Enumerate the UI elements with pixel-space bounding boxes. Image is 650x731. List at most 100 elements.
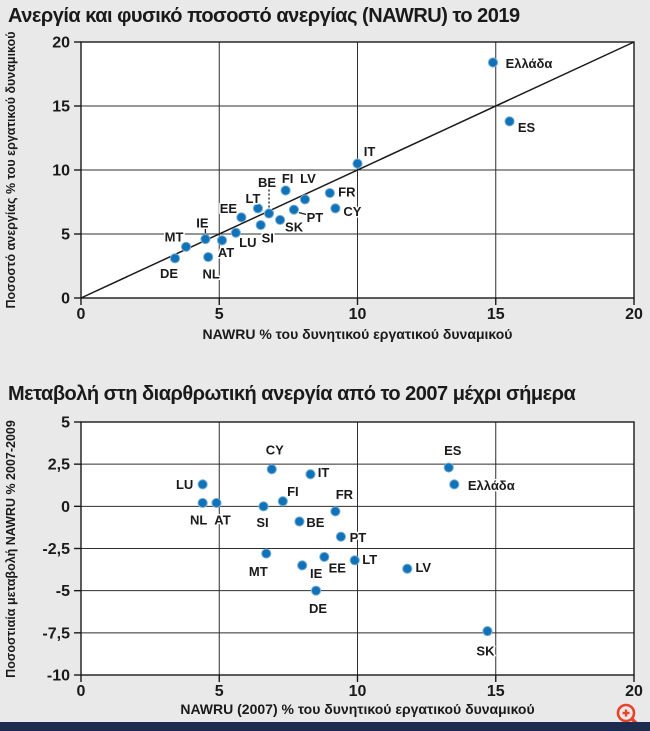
point-label-LT: LT bbox=[245, 191, 260, 206]
y-tick-label: 5 bbox=[61, 227, 70, 244]
data-point-AT bbox=[216, 235, 228, 246]
data-point-Ελλάδα bbox=[487, 57, 499, 68]
point-label-MT: MT bbox=[165, 229, 184, 244]
chart1-y-axis-label-wrap: Ποσοστό ανεργίας % του εργατικού δυναμικ… bbox=[0, 31, 22, 308]
y-tick-label: 10 bbox=[52, 163, 70, 180]
x-tick-label: 5 bbox=[215, 683, 224, 700]
y-tick-label: 0 bbox=[61, 291, 70, 308]
bottom-bar bbox=[0, 722, 650, 731]
point-label-FR: FR bbox=[338, 185, 356, 200]
point-label-PT: PT bbox=[350, 530, 367, 545]
point-label-IE: IE bbox=[310, 566, 323, 581]
point-label-SK: SK bbox=[285, 219, 304, 234]
data-point-SK bbox=[274, 214, 286, 226]
chart1-y-axis-label: Ποσοστό ανεργίας % του εργατικού δυναμικ… bbox=[4, 31, 18, 309]
point-label-NL: NL bbox=[203, 267, 220, 282]
data-point-NL bbox=[203, 251, 214, 263]
data-point-BE bbox=[294, 516, 305, 527]
data-point-LV bbox=[402, 563, 413, 574]
data-point-FR bbox=[330, 506, 341, 517]
point-label-DE: DE bbox=[160, 266, 178, 281]
point-label-SI: SI bbox=[256, 515, 268, 530]
data-point-LT bbox=[252, 203, 264, 214]
data-point-DE bbox=[169, 253, 181, 264]
y-tick-label: 15 bbox=[52, 99, 70, 116]
data-point-EE bbox=[236, 212, 247, 223]
data-point-MT bbox=[261, 548, 272, 559]
data-point-LU bbox=[230, 227, 241, 238]
data-point-IE bbox=[200, 234, 211, 245]
point-label-BE: BE bbox=[258, 175, 276, 190]
data-point-IT bbox=[352, 158, 363, 169]
x-tick-label: 0 bbox=[77, 683, 86, 700]
data-point-CY bbox=[330, 203, 341, 214]
y-tick-label: 5 bbox=[61, 415, 70, 432]
point-label-IT: IT bbox=[318, 465, 330, 480]
data-point-NL bbox=[197, 497, 208, 509]
point-label-NL: NL bbox=[190, 512, 207, 527]
point-label-LU: LU bbox=[239, 235, 256, 250]
point-label-CY: CY bbox=[266, 443, 284, 458]
point-label-PT: PT bbox=[307, 210, 324, 225]
y-tick-label: -5 bbox=[56, 583, 70, 600]
data-point-LV bbox=[299, 194, 311, 205]
chart2-title: Μεταβολή στη διαρθρωτική ανεργία από το … bbox=[8, 383, 576, 405]
x-tick-label: 15 bbox=[487, 683, 505, 700]
y-tick-label: 20 bbox=[52, 35, 70, 52]
point-label-FR: FR bbox=[336, 487, 354, 502]
point-label-LV: LV bbox=[300, 171, 316, 186]
data-point-IT bbox=[305, 469, 316, 480]
data-point-FR bbox=[324, 187, 335, 199]
point-label-AT: AT bbox=[214, 512, 230, 527]
point-label-LU: LU bbox=[176, 477, 193, 492]
point-label-EE: EE bbox=[329, 560, 347, 575]
chart1-x-axis-label: NAWRU % του δυνητικού εργατικού δυναμικο… bbox=[202, 326, 513, 342]
scatter-chart-nawru-2019: 0 5 10 15 20 0 5 10 15 20 DE MT IE NL AT LU EE LT SI BE SK FI… bbox=[52, 35, 643, 324]
chart1-title: Ανεργία και φυσικό ποσοστό ανεργίας (NAW… bbox=[8, 5, 520, 27]
data-point-EE bbox=[319, 551, 330, 563]
x-tick-label: 20 bbox=[625, 306, 643, 323]
y-tick-label: -10 bbox=[47, 668, 70, 685]
plot-frame bbox=[80, 41, 635, 299]
x-tick-label: 10 bbox=[349, 683, 367, 700]
data-point-IE bbox=[297, 560, 308, 571]
chart2-x-axis-label: NAWRU (2007) % του δυνητικού εργατικού δ… bbox=[180, 701, 535, 717]
data-point-AT bbox=[211, 497, 222, 509]
data-point-BE bbox=[263, 208, 275, 219]
y-tick-label: -7,5 bbox=[42, 625, 70, 642]
y-tick-label: 2,5 bbox=[48, 457, 70, 474]
data-point-FI bbox=[277, 496, 288, 507]
data-point-PT bbox=[288, 204, 300, 215]
point-label-Ελλάδα: Ελλάδα bbox=[468, 478, 515, 493]
plot-frame bbox=[80, 421, 635, 676]
point-label-CY: CY bbox=[343, 204, 361, 219]
point-label-ES: ES bbox=[518, 120, 536, 135]
point-label-EE: EE bbox=[220, 201, 238, 216]
data-point-SI bbox=[255, 219, 266, 231]
chart2-y-axis-label-wrap: Ποσοστιαία μεταβολή NAWRU % 2007-2009 bbox=[0, 419, 22, 678]
data-point-LU bbox=[197, 479, 208, 490]
x-tick-label: 5 bbox=[215, 306, 224, 323]
data-point-SK bbox=[482, 626, 493, 637]
data-point-MT bbox=[180, 241, 192, 252]
data-point-PT bbox=[335, 531, 347, 542]
data-point-LT bbox=[349, 555, 360, 566]
point-label-SK: SK bbox=[476, 644, 495, 659]
point-label-SI: SI bbox=[262, 231, 274, 246]
point-label-DE: DE bbox=[309, 601, 327, 616]
point-label-FI: FI bbox=[282, 171, 294, 186]
label-leader bbox=[298, 212, 308, 216]
point-label-FI: FI bbox=[287, 484, 299, 499]
scatter-chart-nawru-change: 0 5 10 15 20 5 2,5 0 -2,5 -5 -7,5 -10 LU NL AT SI CY FI IT… bbox=[42, 415, 643, 701]
data-point-CY bbox=[266, 464, 277, 475]
data-point-Ελλάδα bbox=[449, 479, 460, 490]
data-point-ES bbox=[443, 462, 454, 473]
point-label-IT: IT bbox=[364, 144, 376, 159]
point-label-Ελλάδα: Ελλάδα bbox=[506, 56, 553, 71]
point-label-MT: MT bbox=[249, 564, 268, 579]
data-point-ES bbox=[504, 116, 515, 127]
chart2-y-axis-label: Ποσοστιαία μεταβολή NAWRU % 2007-2009 bbox=[4, 419, 18, 678]
x-tick-label: 0 bbox=[77, 306, 86, 323]
data-point-SI bbox=[258, 501, 269, 512]
y-tick-label: -2,5 bbox=[42, 541, 70, 558]
